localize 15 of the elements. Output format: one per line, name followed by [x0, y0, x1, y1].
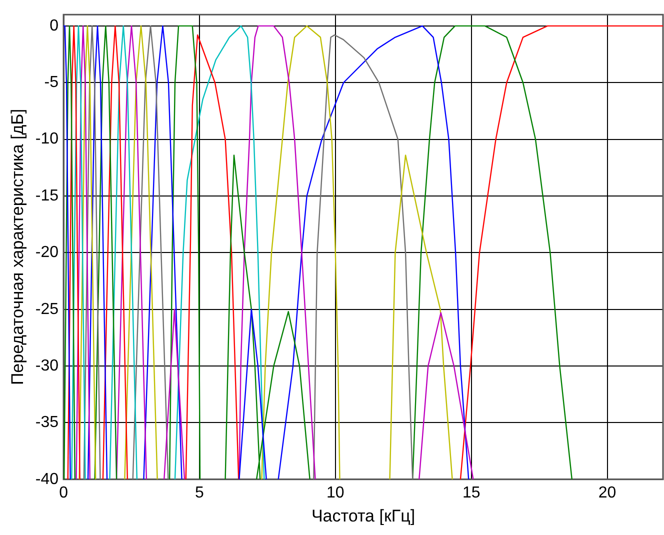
x-tick-label: 20	[598, 484, 616, 502]
y-tick-label: -15	[35, 187, 59, 204]
x-tick-label: 10	[326, 484, 344, 502]
y-tick-label: -30	[35, 357, 59, 374]
y-tick-label: 0	[50, 17, 59, 34]
y-tick-label: -5	[44, 74, 59, 92]
y-tick-label: -20	[35, 244, 59, 262]
x-tick-label: 5	[195, 484, 204, 502]
x-axis-title: Частота [кГц]	[311, 506, 416, 526]
y-axis-title: Передаточная характеристика [дБ]	[8, 108, 27, 386]
y-tick-label: -35	[35, 414, 59, 432]
y-tick-label: -25	[35, 300, 59, 318]
y-tick-label: -10	[35, 130, 59, 148]
y-tick-label: -40	[35, 470, 59, 488]
x-tick-label: 15	[462, 484, 480, 502]
